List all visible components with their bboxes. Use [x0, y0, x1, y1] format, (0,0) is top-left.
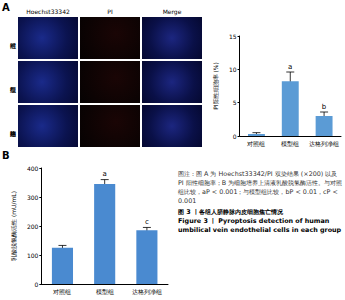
html-text:Merge: Merge: [162, 8, 182, 15]
svg-text:0: 0: [35, 281, 39, 288]
html-text:Figure 3 丨 Pyroptosis detectio: Figure 3 丨 Pyroptosis detection of human…: [178, 217, 342, 234]
svg-text:PI阳性细胞率 (%): PI阳性细胞率 (%): [212, 62, 219, 110]
svg-text:15: 15: [229, 33, 237, 40]
html-text:PI: PI: [107, 8, 113, 15]
svg-text:b: b: [322, 103, 327, 111]
svg-text:模型组: 模型组: [96, 288, 114, 295]
html-text:A: A: [2, 2, 10, 13]
svg-text:对照组: 对照组: [53, 288, 71, 295]
svg-text:a: a: [103, 170, 107, 178]
html-text:B: B: [2, 150, 10, 161]
svg-text:模型组: 模型组: [281, 140, 299, 147]
svg-text:300: 300: [27, 194, 39, 201]
svg-text:10: 10: [229, 66, 237, 73]
html-text:图注：图 A 为 Hoechst33342/PI 双染结果: 图注：图 A 为 Hoechst33342/PI 双染结果 (×200) 以及 …: [178, 170, 343, 205]
svg-text:达格列净组: 达格列净组: [309, 140, 339, 147]
svg-text:400: 400: [27, 165, 39, 172]
svg-text:a: a: [288, 63, 292, 71]
svg-text:0: 0: [233, 133, 237, 140]
svg-text:5: 5: [233, 99, 237, 106]
svg-text:乳酸脱氢酶活性 (mU/mL): 乳酸脱氢酶活性 (mU/mL): [10, 191, 17, 261]
svg-text:100: 100: [27, 252, 39, 259]
svg-text:200: 200: [27, 223, 39, 230]
svg-text:c: c: [145, 218, 149, 226]
svg-text:对照组: 对照组: [247, 140, 265, 147]
svg-text:达格列净组: 达格列净组: [132, 288, 162, 295]
html-text:Hoechst33342: Hoechst33342: [26, 8, 70, 15]
html-text:图 3 丨各组人脐静脉内皮细胞焦亡情况: 图 3 丨各组人脐静脉内皮细胞焦亡情况: [178, 208, 283, 216]
